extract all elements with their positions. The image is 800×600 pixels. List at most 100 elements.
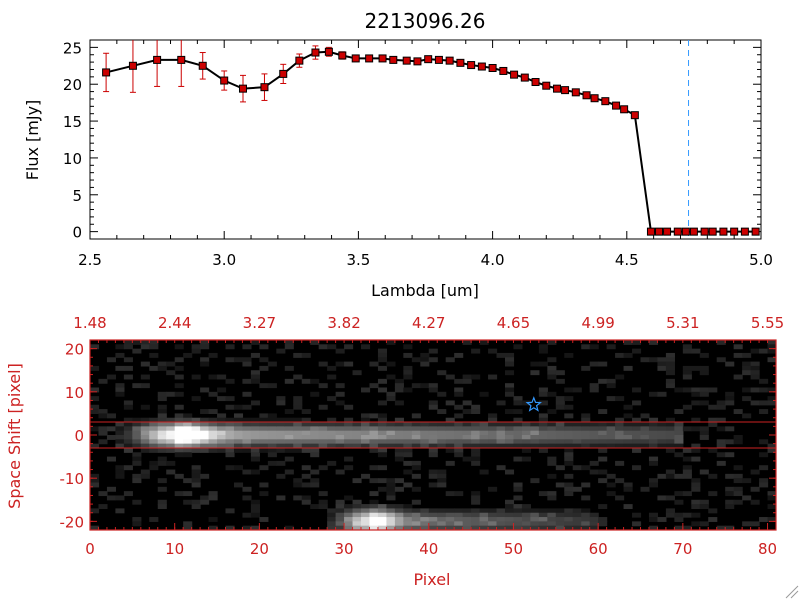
image-pixel — [157, 486, 167, 492]
image-pixel — [301, 439, 311, 445]
image-pixel — [555, 525, 565, 530]
image-pixel — [377, 478, 388, 484]
image-pixel — [437, 517, 447, 522]
image-pixel — [767, 504, 776, 510]
image-top-wavelength-label: 1.48 — [73, 314, 106, 332]
image-pixel — [691, 478, 701, 484]
image-pixel — [488, 413, 498, 419]
image-pixel — [140, 439, 150, 445]
spectrum-point — [531, 78, 540, 87]
image-pixel — [479, 422, 489, 427]
image-pixel — [191, 478, 201, 484]
image-pixel — [598, 504, 608, 510]
image-pixel — [665, 417, 675, 423]
image-x-tick-label: 70 — [673, 540, 692, 558]
image-pixel — [394, 387, 404, 393]
image-pixel — [488, 486, 498, 492]
image-pixel — [250, 417, 260, 423]
image-pixel — [344, 430, 354, 436]
image-pixel — [225, 396, 235, 402]
image-pixel — [386, 486, 396, 492]
image-pixel — [564, 525, 574, 530]
image-pixel — [157, 422, 167, 427]
image-pixel — [623, 482, 633, 488]
image-pixel — [521, 400, 531, 406]
image-pixel — [115, 344, 125, 350]
image-pixel — [242, 439, 252, 445]
image-pixel — [589, 426, 599, 432]
image-pixel — [648, 482, 659, 488]
image-pixel — [572, 426, 582, 432]
image-pixel — [725, 491, 735, 497]
image-pixel — [166, 422, 176, 427]
image-pixel — [504, 435, 515, 440]
image-pixel — [250, 525, 260, 530]
image-pixel — [589, 521, 599, 527]
image-pixel — [250, 352, 260, 358]
image-pixel — [665, 447, 675, 453]
image-pixel — [352, 512, 362, 518]
image-pixel — [335, 499, 345, 505]
image-pixel — [377, 400, 388, 406]
image-pixel — [140, 417, 150, 423]
image-pixel — [471, 491, 481, 497]
image-pixel — [454, 491, 464, 497]
image-pixel — [632, 426, 642, 432]
image-pixel — [403, 508, 413, 514]
image-pixel — [513, 486, 523, 492]
image-pixel — [648, 426, 659, 432]
image-pixel — [335, 504, 345, 510]
image-pixel — [496, 508, 506, 514]
image-pixel — [276, 460, 286, 466]
image-pixel — [504, 391, 515, 397]
image-pixel — [301, 443, 311, 449]
image-pixel — [767, 344, 776, 350]
spectrum-y-tick-label: 0 — [72, 224, 82, 242]
image-pixel — [132, 417, 142, 423]
image-pixel — [691, 504, 701, 510]
image-pixel — [217, 374, 227, 380]
image-pixel — [632, 447, 642, 453]
image-pixel — [90, 409, 100, 415]
spectrum-point — [719, 227, 728, 236]
image-pixel — [166, 439, 176, 445]
image-pixel — [428, 508, 438, 514]
image-pixel — [377, 504, 388, 510]
image-pixel — [716, 525, 726, 530]
image-pixel — [335, 348, 345, 354]
image-pixel — [149, 422, 159, 427]
resize-grip-icon[interactable] — [785, 585, 799, 599]
image-pixel — [420, 422, 430, 427]
image-pixel — [284, 426, 294, 432]
image-pixel — [564, 435, 574, 440]
image-pixel — [140, 383, 150, 389]
image-pixel — [208, 447, 218, 453]
image-pixel — [581, 422, 591, 427]
image-pixel — [217, 426, 227, 432]
image-pixel — [564, 413, 574, 419]
image-pixel — [479, 435, 489, 440]
image-pixel — [166, 391, 176, 397]
image-pixel — [640, 435, 650, 440]
image-pixel — [132, 340, 142, 345]
image-pixel — [488, 517, 498, 522]
spectrum-x-ticks: 2.5 3.0 3.5 4.0 4.5 5.0 — [78, 40, 773, 269]
image-pixel — [250, 504, 260, 510]
image-pixel — [623, 422, 633, 427]
image-pixel — [682, 374, 692, 380]
image-pixel — [233, 443, 244, 449]
image-pixel — [606, 422, 616, 427]
image-pixel — [547, 460, 557, 466]
image-pixel — [445, 426, 455, 432]
image-top-wavelength-label: 5.31 — [666, 314, 699, 332]
image-pixel — [437, 439, 447, 445]
image-pixel — [759, 478, 769, 484]
image-pixel — [665, 352, 675, 358]
image-pixel — [750, 486, 760, 492]
image-pixel — [377, 348, 388, 354]
image-pixel — [310, 478, 320, 484]
image-pixel — [555, 465, 565, 471]
image-pixel — [615, 396, 625, 402]
image-pixel — [682, 447, 692, 453]
image-pixel — [166, 426, 176, 432]
